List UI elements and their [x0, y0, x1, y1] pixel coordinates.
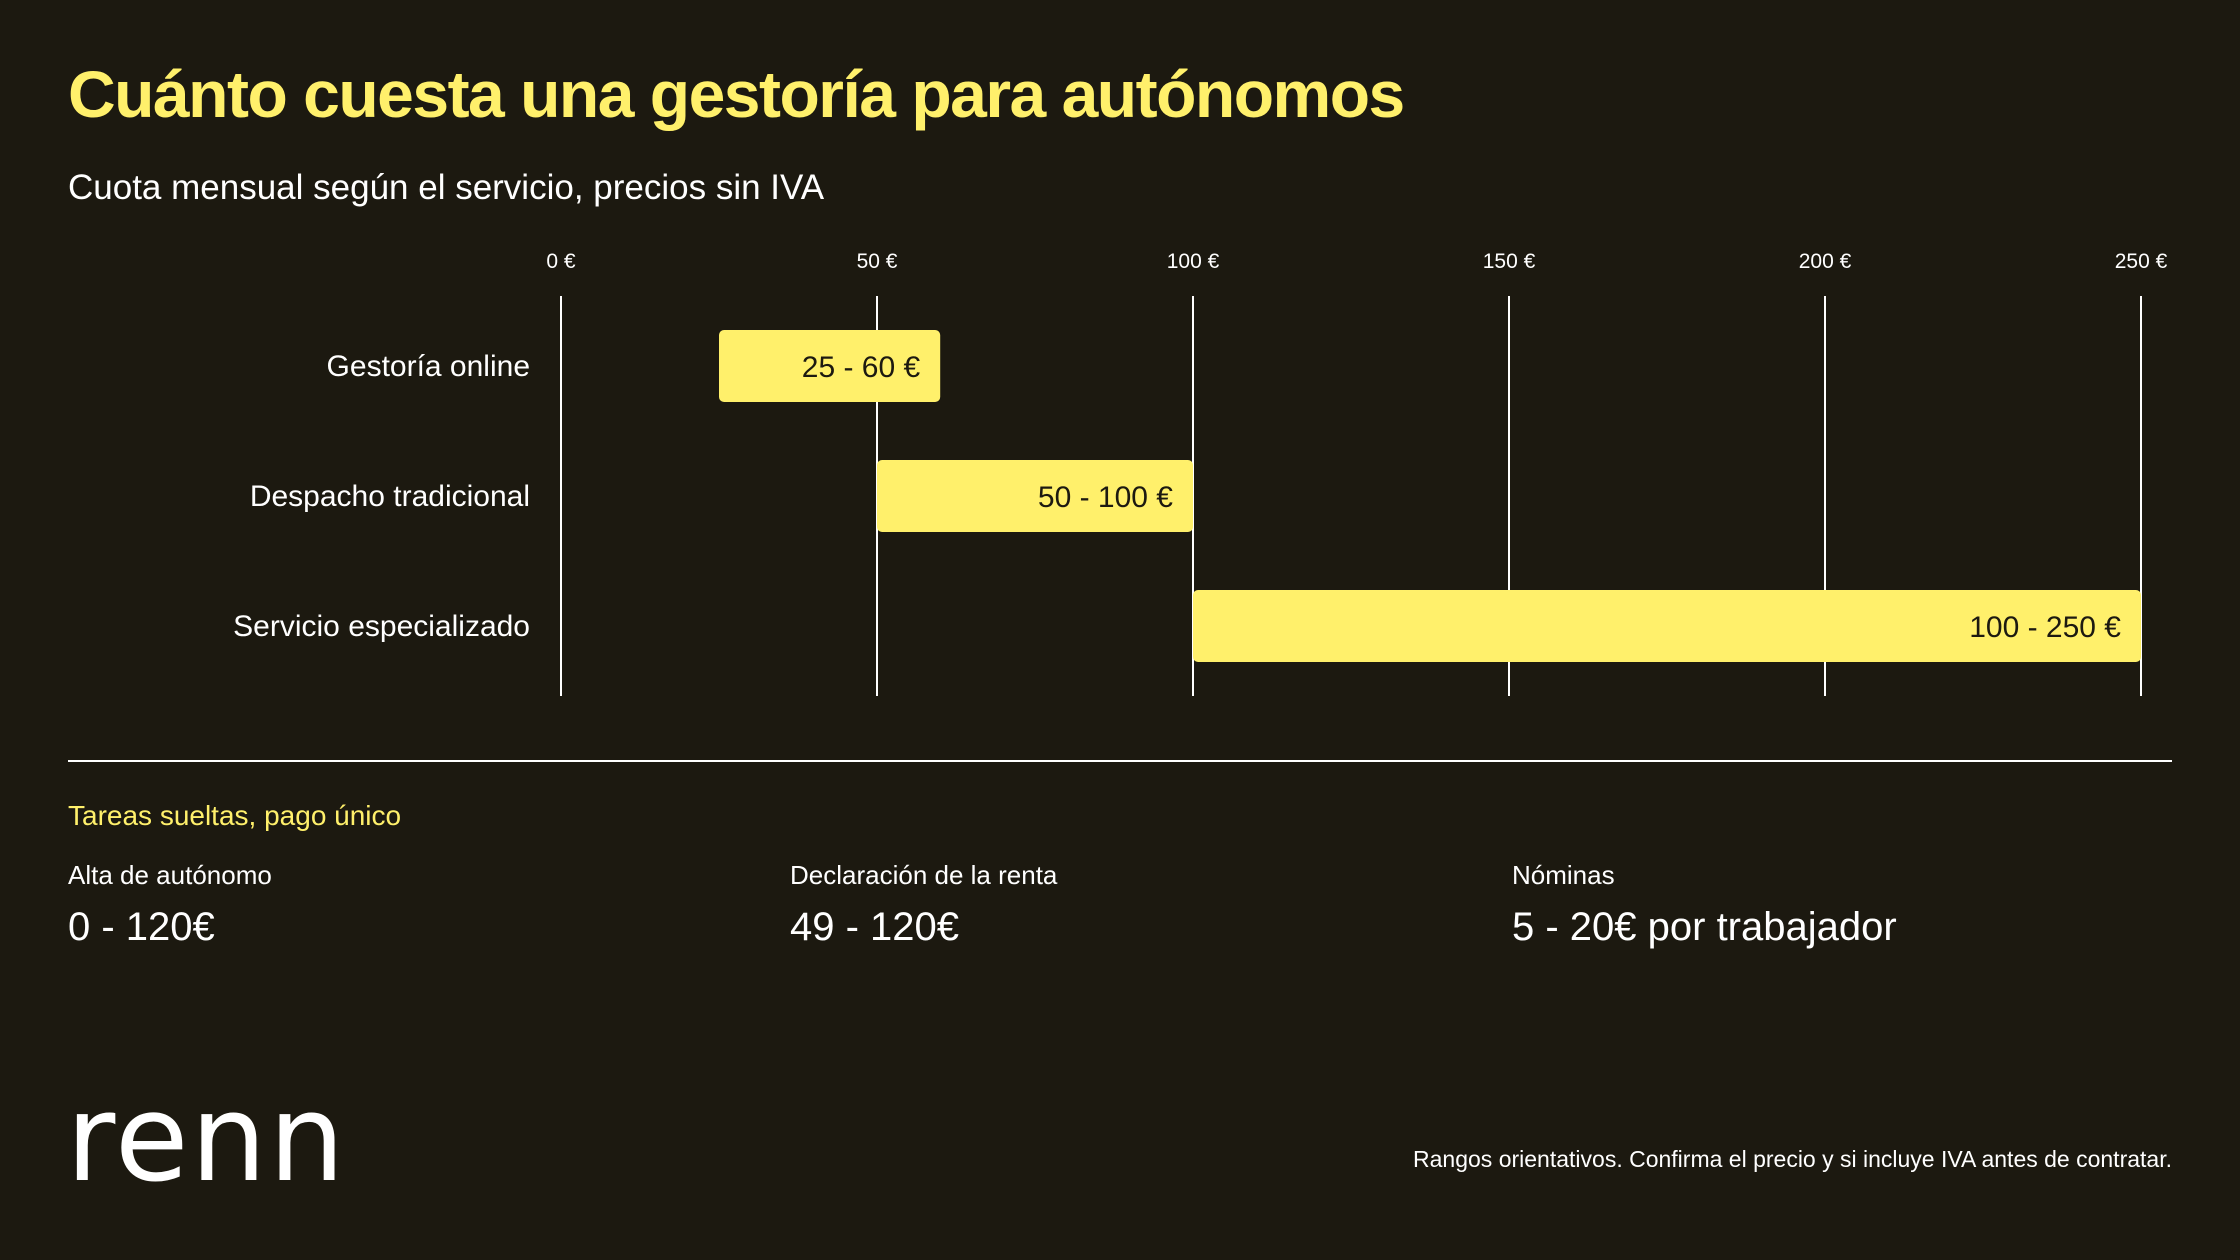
- task-label: Nóminas: [1512, 860, 1615, 890]
- section-divider: [68, 760, 2172, 762]
- task-value: 0 - 120€: [68, 905, 215, 949]
- x-tick-label: 50 €: [857, 250, 898, 273]
- task-label: Alta de autónomo: [68, 860, 272, 890]
- tasks-heading: Tareas sueltas, pago único: [68, 800, 402, 831]
- bar-data-label: 25 - 60 €: [802, 351, 921, 384]
- category-label: Despacho tradicional: [250, 480, 530, 513]
- x-tick-label: 200 €: [1799, 250, 1852, 273]
- x-tick-label: 150 €: [1483, 250, 1536, 273]
- task-value: 5 - 20€ por trabajador: [1512, 905, 1897, 949]
- range-bar: [1193, 590, 2141, 662]
- x-tick-label: 250 €: [2115, 250, 2168, 273]
- task-value: 49 - 120€: [790, 905, 960, 949]
- page-subtitle: Cuota mensual según el servicio, precios…: [68, 168, 825, 207]
- x-tick-label: 100 €: [1167, 250, 1220, 273]
- x-tick-label: 0 €: [546, 250, 576, 273]
- footnote: Rangos orientativos. Confirma el precio …: [1413, 1146, 2172, 1172]
- bar-data-label: 50 - 100 €: [1038, 481, 1173, 514]
- category-label: Servicio especializado: [233, 610, 530, 643]
- range-bar: [719, 330, 941, 402]
- task-alta-autonomo: Alta de autónomo 0 - 120€: [68, 860, 272, 950]
- task-declaracion-renta: Declaración de la renta 49 - 120€: [790, 860, 1057, 950]
- price-range-chart: 0 € 50 € 100 € 150 € 200 € 250 € Gestoría onli…: [233, 250, 2168, 696]
- category-label: Gestoría online: [327, 350, 530, 383]
- task-nominas: Nóminas 5 - 20€ por trabajador: [1512, 860, 1897, 950]
- bar-data-label: 100 - 250 €: [1969, 611, 2121, 644]
- brand-logo: renn: [66, 1070, 347, 1209]
- task-label: Declaración de la renta: [790, 860, 1058, 890]
- page-title: Cuánto cuesta una gestoría para autónomo…: [68, 57, 1405, 131]
- range-bar: [877, 460, 1193, 532]
